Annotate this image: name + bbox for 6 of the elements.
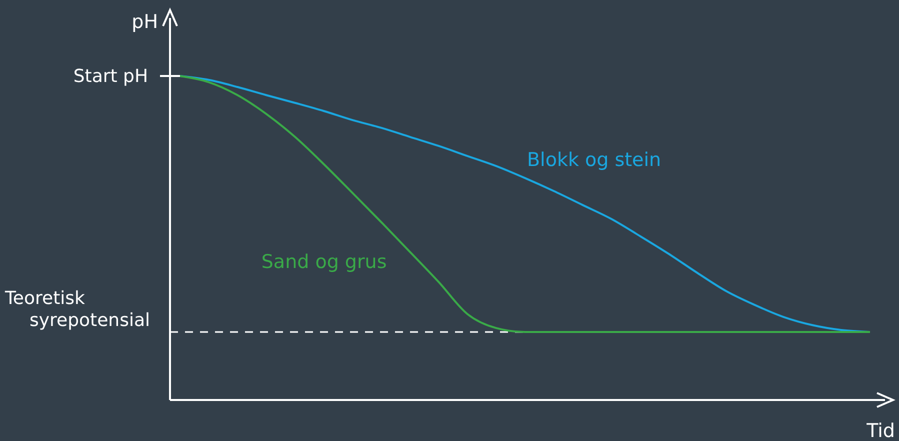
series-label: Blokk og stein	[527, 149, 662, 172]
x-axis-title: Tid	[866, 420, 895, 441]
ref-line-label: Teoretisk syrepotensial	[4, 288, 150, 331]
series-label: Sand og grus	[261, 251, 387, 274]
y-axis-title: pH	[132, 11, 158, 33]
text: Start pH	[73, 66, 148, 87]
